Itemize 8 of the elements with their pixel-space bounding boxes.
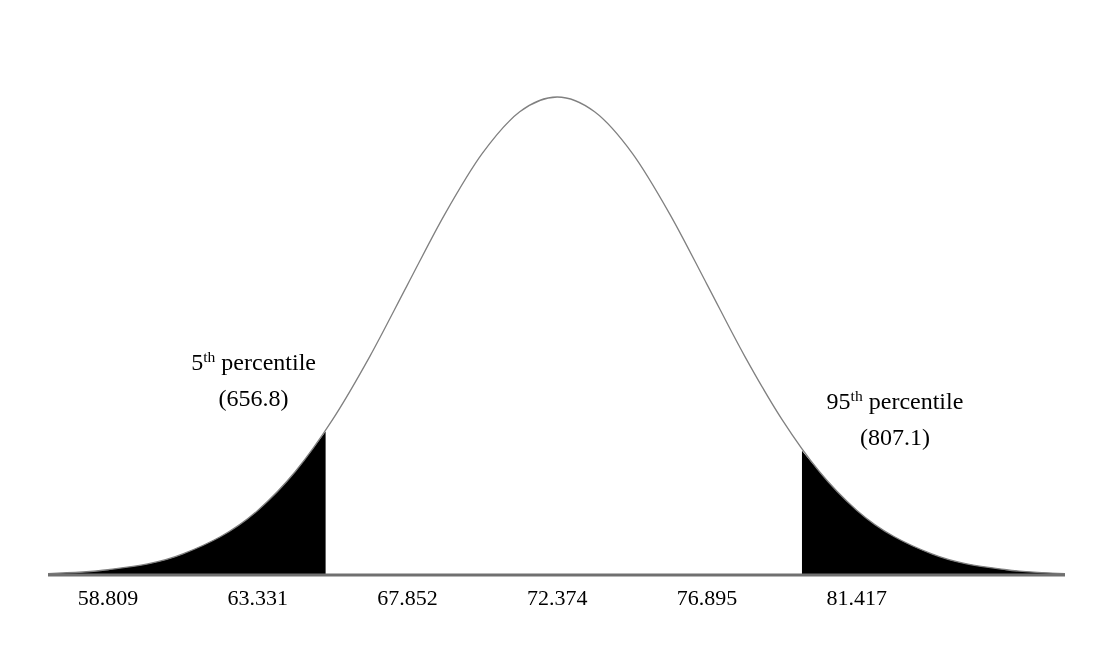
x-tick-label: 58.809: [77, 585, 139, 610]
x-tick-label: 72.374: [527, 585, 588, 610]
annotation: 95$^{th}$ percentile (807.1): [826, 386, 964, 450]
x-tick-label: 81.417: [826, 585, 888, 610]
annotation: 5$^{th}$ percentile (656.8): [191, 347, 316, 411]
x-tick-label: 67.852: [377, 585, 438, 610]
x-tick-label: 63.331: [227, 585, 288, 610]
x-tick-label: 76.895: [676, 585, 738, 610]
